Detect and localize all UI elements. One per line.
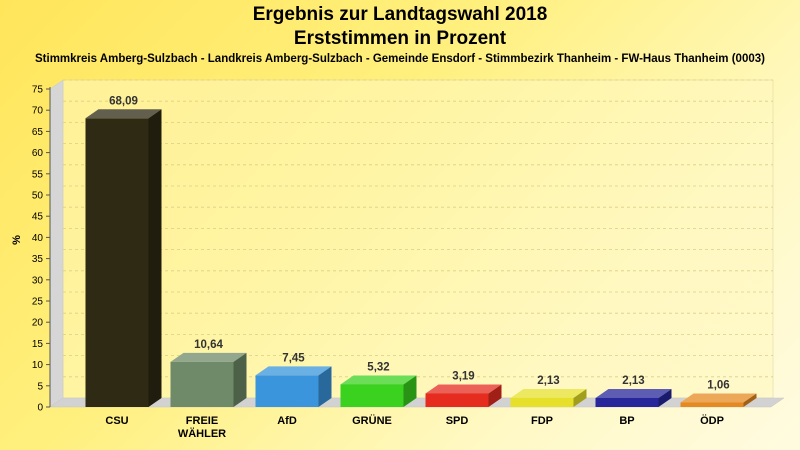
data-label: 68,09 (109, 95, 138, 107)
x-tick-label: SPD (446, 415, 469, 427)
y-tick-label: 15 (32, 339, 44, 350)
bar-top (85, 109, 162, 119)
bar-side (403, 375, 417, 407)
bar-bp (595, 397, 659, 407)
y-tick-label: 55 (32, 169, 44, 180)
bar-csu (85, 118, 149, 407)
bar-fdp (510, 397, 574, 407)
y-tick-label: 70 (32, 106, 44, 117)
y-tick-label: 20 (32, 318, 44, 329)
data-label: 7,45 (282, 352, 305, 364)
chart-location-subtitle: Stimmkreis Amberg-Sulzbach - Landkreis A… (35, 53, 765, 65)
y-tick-label: 10 (32, 360, 44, 371)
bar-top (680, 393, 757, 403)
data-label: 2,13 (537, 375, 559, 387)
data-label: 3,19 (452, 370, 474, 382)
y-tick-label: 25 (32, 297, 44, 308)
y-tick-label: 75 (32, 85, 44, 96)
chart-title: Ergebnis zur Landtagswahl 2018 (252, 4, 548, 25)
bar-spd (425, 393, 489, 407)
x-tick-label: ÖDP (700, 414, 724, 427)
data-label: 5,32 (367, 361, 389, 373)
bar-side (148, 109, 162, 407)
y-tick-label: 65 (32, 127, 44, 138)
x-tick-label: CSU (105, 415, 128, 427)
x-tick-label: WÄHLER (178, 427, 226, 440)
bar-side (488, 384, 502, 407)
y-tick-label: 45 (32, 212, 44, 223)
bar-top (425, 384, 502, 394)
data-label: 1,06 (707, 380, 729, 392)
y-tick-label: 0 (37, 403, 43, 414)
bar-top (170, 352, 247, 362)
bar-side (233, 352, 247, 407)
x-tick-label: AfD (277, 415, 297, 427)
bar-top (340, 375, 417, 385)
bar-top (510, 388, 587, 398)
y-tick-label: 50 (32, 191, 44, 202)
y-tick-label: 5 (37, 381, 43, 392)
bar-afd (255, 375, 319, 407)
bar-top (255, 366, 332, 376)
plot-side-wall (49, 79, 64, 408)
x-tick-label: BP (619, 415, 634, 427)
chart-subtitle: Erststimmen in Prozent (293, 28, 507, 49)
bar-side (658, 388, 672, 407)
plot-floor (49, 397, 785, 408)
x-tick-label: FREIE (186, 415, 218, 427)
x-tick-label: FDP (531, 415, 553, 427)
bar-side (573, 388, 587, 407)
plot-back-wall (62, 79, 774, 399)
bar-side (743, 393, 757, 407)
x-tick-label: GRÜNE (352, 414, 392, 427)
data-label: 10,64 (194, 339, 223, 351)
bar-freie-wähler (170, 361, 234, 407)
y-tick-label: 30 (32, 275, 44, 286)
y-tick-label: 35 (32, 254, 44, 265)
bar-ödp (680, 402, 744, 407)
bar-side (318, 366, 332, 407)
bar-grüne (340, 384, 404, 407)
bar-top (595, 388, 672, 398)
data-label: 2,13 (622, 375, 644, 387)
y-tick-label: 60 (32, 148, 44, 159)
y-tick-label: 40 (32, 233, 44, 244)
